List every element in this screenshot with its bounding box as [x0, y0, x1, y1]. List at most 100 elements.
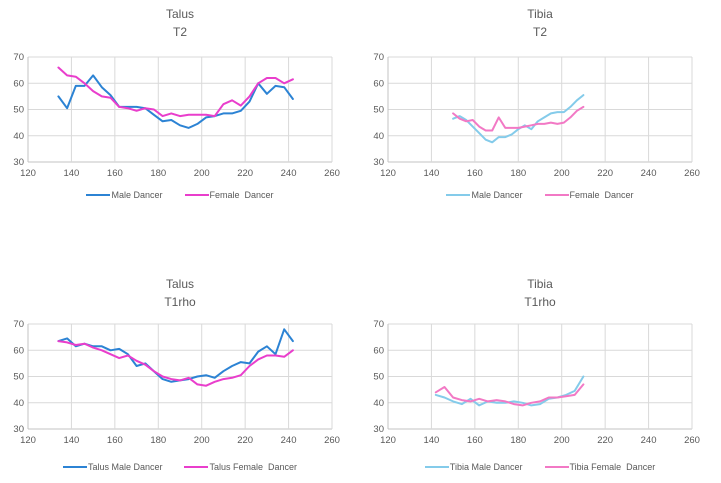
plot-area-talus-t2: 30 40 50 60 70 120 140 160 180 200 220 240 260	[13, 52, 340, 179]
legend-label-tibia-male-dancer: Tibia Male Dancer	[449, 462, 523, 472]
x-tick-label-260: 260	[684, 435, 700, 446]
series-line-talus-female-dancer	[57, 340, 294, 387]
x-tick-label-180: 180	[510, 435, 526, 446]
y-tick-label-60: 60	[13, 345, 24, 356]
series-line-male-dancer	[452, 94, 585, 144]
chart-card-tibia-t1rho: Tibia T1rho 30 40 50 60 70 120 140 160 180 200 220…	[360, 240, 720, 483]
chart-title-line2: T2	[172, 25, 187, 39]
chart-title-line1: Tibia	[527, 277, 553, 291]
y-tick-label-30: 30	[13, 157, 24, 168]
x-tick-label-140: 140	[423, 435, 439, 446]
legend-label-male-dancer: Male Dancer	[471, 190, 523, 200]
y-tick-label-40: 40	[373, 398, 384, 409]
legend-label-talus-female-dancer: Talus Female Dancer	[209, 462, 298, 472]
legend-swatch-talus-male-dancer	[62, 466, 87, 468]
legend-talus-t1rho: Talus Male Dancer Talus Female Dancer	[0, 462, 360, 472]
y-tick-label-70: 70	[373, 52, 384, 63]
legend-swatch-male-dancer	[446, 194, 471, 196]
x-tick-label-120: 120	[380, 435, 396, 446]
plot-area-tibia-t2: 30 40 50 60 70 120 140 160 180 200 220 240 260	[373, 52, 700, 179]
y-tick-label-40: 40	[13, 131, 24, 142]
x-tick-label-120: 120	[20, 435, 36, 446]
chart-title-line1: Talus	[165, 7, 194, 21]
legend-label-female-dancer: Female Dancer	[569, 190, 634, 200]
x-tick-label-140: 140	[423, 168, 439, 179]
legend-item-talus-female-dancer: Talus Female Dancer	[184, 462, 297, 472]
chart-title: Talus T1rho	[0, 275, 360, 311]
legend-item-talus-male-dancer: Talus Male Dancer	[62, 462, 163, 472]
y-tick-label-30: 30	[373, 157, 384, 168]
x-tick-label-160: 160	[107, 435, 123, 446]
legend-swatch-tibia-male-dancer	[424, 466, 449, 468]
x-tick-label-220: 220	[597, 168, 613, 179]
y-tick-label-30: 30	[373, 424, 384, 435]
chart-title-line1: Tibia	[527, 7, 553, 21]
x-tick-label-260: 260	[684, 168, 700, 179]
chart-title-line2: T1rho	[164, 295, 196, 309]
x-tick-label-220: 220	[597, 435, 613, 446]
legend-item-tibia-female-dancer: Tibia Female Dancer	[544, 462, 656, 472]
y-tick-label-50: 50	[373, 372, 384, 383]
legend-label-talus-male-dancer: Talus Male Dancer	[87, 462, 163, 472]
x-tick-label-120: 120	[380, 168, 396, 179]
chart-card-talus-t1rho: Talus T1rho 30 40 50 60 70 120 140 160 180 200 220…	[0, 240, 360, 483]
x-tick-label-120: 120	[20, 168, 36, 179]
series-line-male-dancer	[57, 74, 294, 129]
x-tick-label-240: 240	[281, 168, 297, 179]
x-tick-label-160: 160	[467, 168, 483, 179]
legend-swatch-female-dancer	[544, 194, 569, 196]
series-line-tibia-female-dancer	[434, 383, 585, 407]
legend-item-female-dancer: Female Dancer	[544, 190, 634, 200]
chart-card-talus-t2: Talus T2 30 40 50 60 70 120 140 160 180 200 220 240…	[0, 0, 360, 240]
legend-talus-t2: Male Dancer Female Dancer	[0, 190, 360, 200]
chart-title-line2: T2	[532, 25, 547, 39]
x-tick-label-260: 260	[324, 168, 340, 179]
legend-item-female-dancer: Female Dancer	[184, 190, 274, 200]
x-tick-label-200: 200	[554, 435, 570, 446]
plot-area-tibia-t1rho: 30 40 50 60 70 120 140 160 180 200 220 240 260	[373, 319, 700, 446]
x-tick-label-200: 200	[554, 168, 570, 179]
y-tick-label-50: 50	[13, 105, 24, 116]
chart-card-tibia-t2: Tibia T2 30 40 50 60 70 120 140 160 180 200 220 240…	[360, 0, 720, 240]
y-tick-label-60: 60	[13, 78, 24, 89]
chart-title: Talus T2	[0, 5, 360, 41]
x-tick-label-180: 180	[150, 168, 166, 179]
legend-swatch-male-dancer	[86, 194, 111, 196]
legend-item-male-dancer: Male Dancer	[86, 190, 163, 200]
series-line-female-dancer	[452, 105, 585, 132]
legend-label-male-dancer: Male Dancer	[111, 190, 163, 200]
series-line-talus-male-dancer	[57, 328, 294, 383]
chart-title: Tibia T1rho	[360, 275, 720, 311]
plot-area-talus-t1rho: 30 40 50 60 70 120 140 160 180 200 220 240 260	[13, 319, 340, 446]
x-tick-label-220: 220	[237, 168, 253, 179]
y-tick-label-70: 70	[13, 52, 24, 63]
x-tick-label-260: 260	[324, 435, 340, 446]
legend-tibia-t1rho: Tibia Male Dancer Tibia Female Dancer	[360, 462, 720, 472]
y-tick-label-70: 70	[13, 319, 24, 330]
chart-title: Tibia T2	[360, 5, 720, 41]
legend-label-female-dancer: Female Dancer	[209, 190, 274, 200]
y-tick-label-60: 60	[373, 78, 384, 89]
legend-item-tibia-male-dancer: Tibia Male Dancer	[424, 462, 523, 472]
x-tick-label-140: 140	[63, 435, 79, 446]
legend-item-male-dancer: Male Dancer	[446, 190, 523, 200]
x-tick-label-240: 240	[641, 435, 657, 446]
x-tick-label-140: 140	[63, 168, 79, 179]
x-tick-label-160: 160	[467, 435, 483, 446]
x-tick-label-220: 220	[237, 435, 253, 446]
series-line-female-dancer	[57, 66, 294, 118]
y-tick-label-60: 60	[373, 345, 384, 356]
y-tick-label-50: 50	[373, 105, 384, 116]
legend-swatch-female-dancer	[184, 194, 209, 196]
legend-tibia-t2: Male Dancer Female Dancer	[360, 190, 720, 200]
y-tick-label-70: 70	[373, 319, 384, 330]
x-tick-label-180: 180	[510, 168, 526, 179]
legend-label-tibia-female-dancer: Tibia Female Dancer	[569, 462, 656, 472]
legend-swatch-tibia-female-dancer	[544, 466, 569, 468]
legend-swatch-talus-female-dancer	[184, 466, 209, 468]
x-tick-label-160: 160	[107, 168, 123, 179]
x-tick-label-240: 240	[641, 168, 657, 179]
x-tick-label-240: 240	[281, 435, 297, 446]
chart-title-line2: T1rho	[524, 295, 556, 309]
